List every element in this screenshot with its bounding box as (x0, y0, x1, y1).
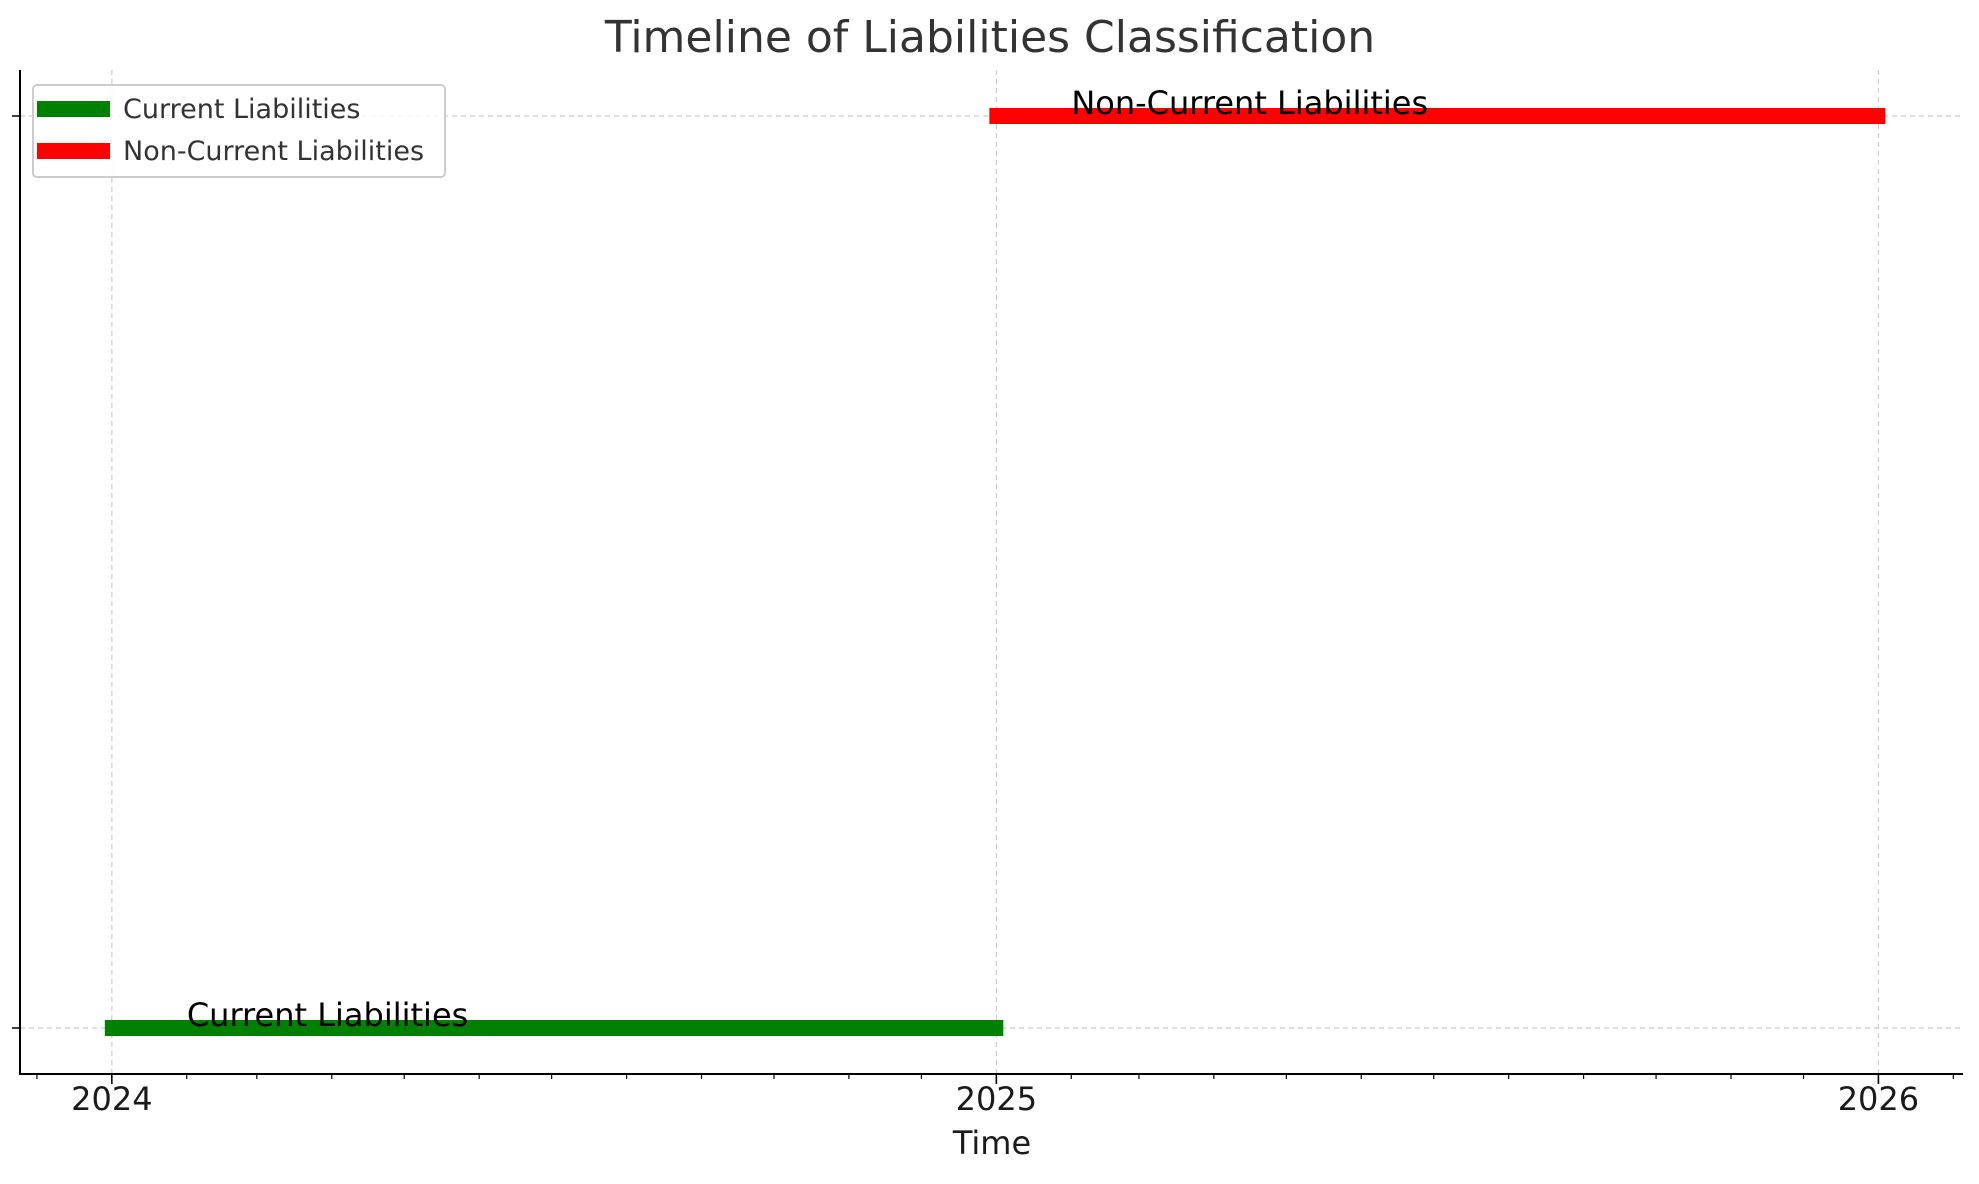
chart-title: Timeline of Liabilities Classification (604, 12, 1375, 63)
x-axis-ticks: 2024 2025 2026 (36, 1074, 1954, 1118)
grid-lines (20, 70, 1963, 1074)
legend-swatch (37, 101, 110, 117)
x-tick-label: 2026 (1838, 1080, 1919, 1118)
x-tick-label: 2024 (71, 1080, 152, 1118)
legend-label: Non-Current Liabilities (123, 136, 424, 167)
bar-annotation: Non-Current Liabilities (1071, 84, 1428, 122)
bar-annotation: Current Liabilities (187, 996, 468, 1034)
legend: Current Liabilities Non-Current Liabiliti… (32, 84, 446, 178)
bar-labels: Current Liabilities Non-Current Liabiliti… (187, 84, 1428, 1034)
timeline-bar (104, 1020, 1004, 1036)
x-tick-label: 2025 (956, 1080, 1037, 1118)
timeline-bars (104, 108, 1886, 1036)
x-axis-label: Time (952, 1124, 1031, 1162)
timeline-bar (989, 108, 1886, 124)
legend-label: Current Liabilities (123, 94, 361, 125)
axes (12, 70, 1963, 1075)
legend-box (32, 84, 446, 178)
legend-swatch (37, 143, 110, 159)
